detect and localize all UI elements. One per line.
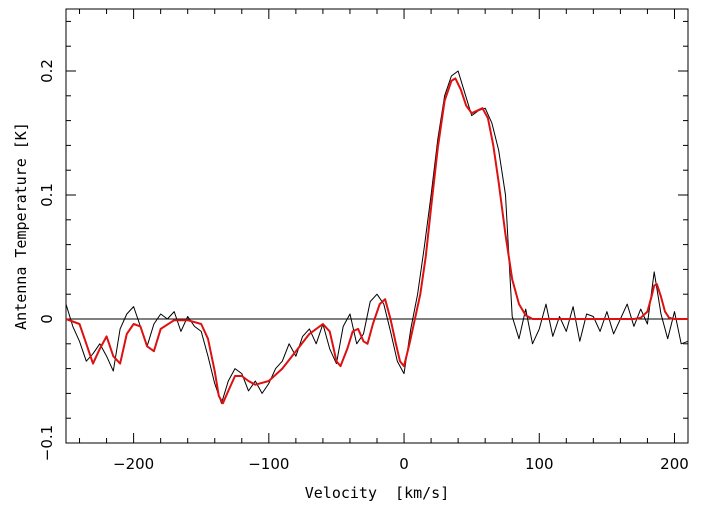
- x-tick-label: 0: [399, 455, 409, 473]
- x-tick-label: −100: [248, 455, 289, 473]
- spectrum-line: [65, 70, 689, 404]
- tick-labels: −200 −100 0 100 200 −0.1 0 0.1 0.2: [38, 59, 689, 473]
- axis-ticks: [66, 9, 688, 444]
- x-axis-label: Velocity [km/s]: [305, 484, 450, 502]
- fit-line: [65, 77, 688, 405]
- y-tick-label: 0.1: [38, 183, 56, 207]
- y-axis-label: Antenna Temperature [K]: [12, 122, 30, 330]
- y-tick-label: 0: [38, 314, 56, 324]
- x-tick-label: −200: [113, 455, 154, 473]
- x-tick-label: 100: [525, 455, 554, 473]
- plot-frame: [65, 8, 689, 444]
- y-tick-label: −0.1: [38, 425, 56, 461]
- series-group: [65, 70, 689, 405]
- y-tick-label: 0.2: [38, 59, 56, 83]
- x-tick-label: 200: [660, 455, 689, 473]
